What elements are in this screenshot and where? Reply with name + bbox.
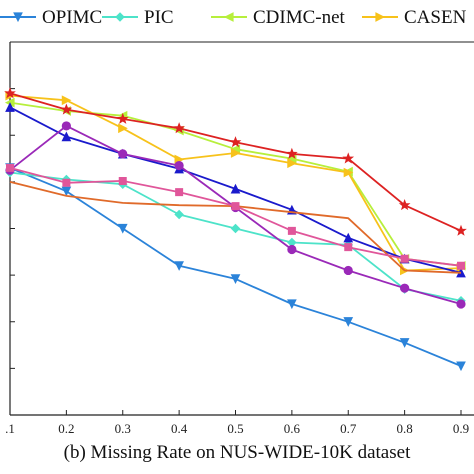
x-tick-label: 0.6 [284, 421, 301, 436]
data-point [118, 149, 128, 159]
legend-item: CASEN [362, 7, 467, 28]
data-point [117, 223, 128, 234]
data-point [398, 199, 411, 211]
data-point [399, 338, 410, 348]
data-point [287, 158, 297, 169]
chart-caption: (b) Missing Rate on NUS-WIDE-10K dataset [63, 442, 411, 463]
data-point [174, 209, 184, 220]
data-point [175, 188, 184, 197]
data-point [223, 12, 234, 22]
data-point [287, 299, 297, 310]
data-point [287, 226, 296, 235]
data-point [115, 12, 125, 22]
data-point [61, 131, 72, 142]
legend-label: CDIMC-net [253, 7, 346, 28]
legend-item: OPIMC [0, 7, 102, 28]
data-point [229, 136, 242, 148]
data-point [400, 254, 409, 263]
data-point [343, 232, 354, 243]
x-tick-label: 0.7 [340, 421, 357, 436]
data-point [13, 12, 23, 23]
data-point [62, 178, 71, 187]
data-point [230, 274, 241, 284]
data-point [343, 167, 354, 178]
x-tick-label: 0.9 [453, 421, 469, 436]
data-point [60, 103, 73, 115]
data-point [344, 243, 353, 252]
data-point [230, 148, 241, 158]
data-point [286, 147, 298, 159]
legend: OPIMC PIC CDIMC-net CASEN [0, 7, 467, 28]
data-point [343, 317, 354, 327]
x-tick-label: 0.8 [397, 421, 413, 436]
x-tick-label: 0.2 [58, 421, 74, 436]
legend-label: OPIMC [42, 7, 102, 28]
legend-item: PIC [102, 7, 174, 28]
legend-label: PIC [144, 7, 174, 28]
data-point [174, 261, 184, 271]
data-point [456, 261, 466, 270]
data-point [342, 152, 355, 164]
data-point [231, 202, 240, 211]
legend-item: CDIMC-net [211, 7, 346, 28]
data-point [61, 95, 72, 106]
data-point [287, 244, 297, 255]
data-point [174, 160, 184, 171]
data-point [118, 176, 127, 185]
data-point [118, 123, 128, 134]
data-point [4, 87, 16, 99]
series-unlabeled-8 [6, 163, 466, 270]
series-unlabeled-4 [4, 87, 467, 236]
x-tick-label: .1 [5, 421, 15, 436]
data-point [230, 183, 241, 194]
x-tick-label: 0.3 [115, 421, 131, 436]
data-point [116, 112, 129, 124]
data-point [230, 223, 241, 234]
data-point [455, 224, 467, 236]
axes: .1 0.2 0.3 0.4 0.5 0.6 0.7 0.8 0.9 [5, 41, 474, 436]
data-point [343, 265, 353, 276]
data-point [6, 163, 15, 172]
x-tick-label: 0.5 [227, 421, 243, 436]
series-opimc [5, 163, 466, 372]
data-point [61, 121, 71, 131]
series-lines [4, 87, 467, 372]
legend-label: CASEN [404, 7, 467, 28]
data-point [456, 299, 466, 309]
x-tick-label: 0.4 [171, 421, 188, 436]
data-point [400, 283, 410, 293]
data-point [375, 12, 386, 22]
data-point [5, 102, 15, 112]
data-point [173, 122, 185, 134]
data-point [61, 186, 72, 197]
data-point [456, 361, 466, 372]
